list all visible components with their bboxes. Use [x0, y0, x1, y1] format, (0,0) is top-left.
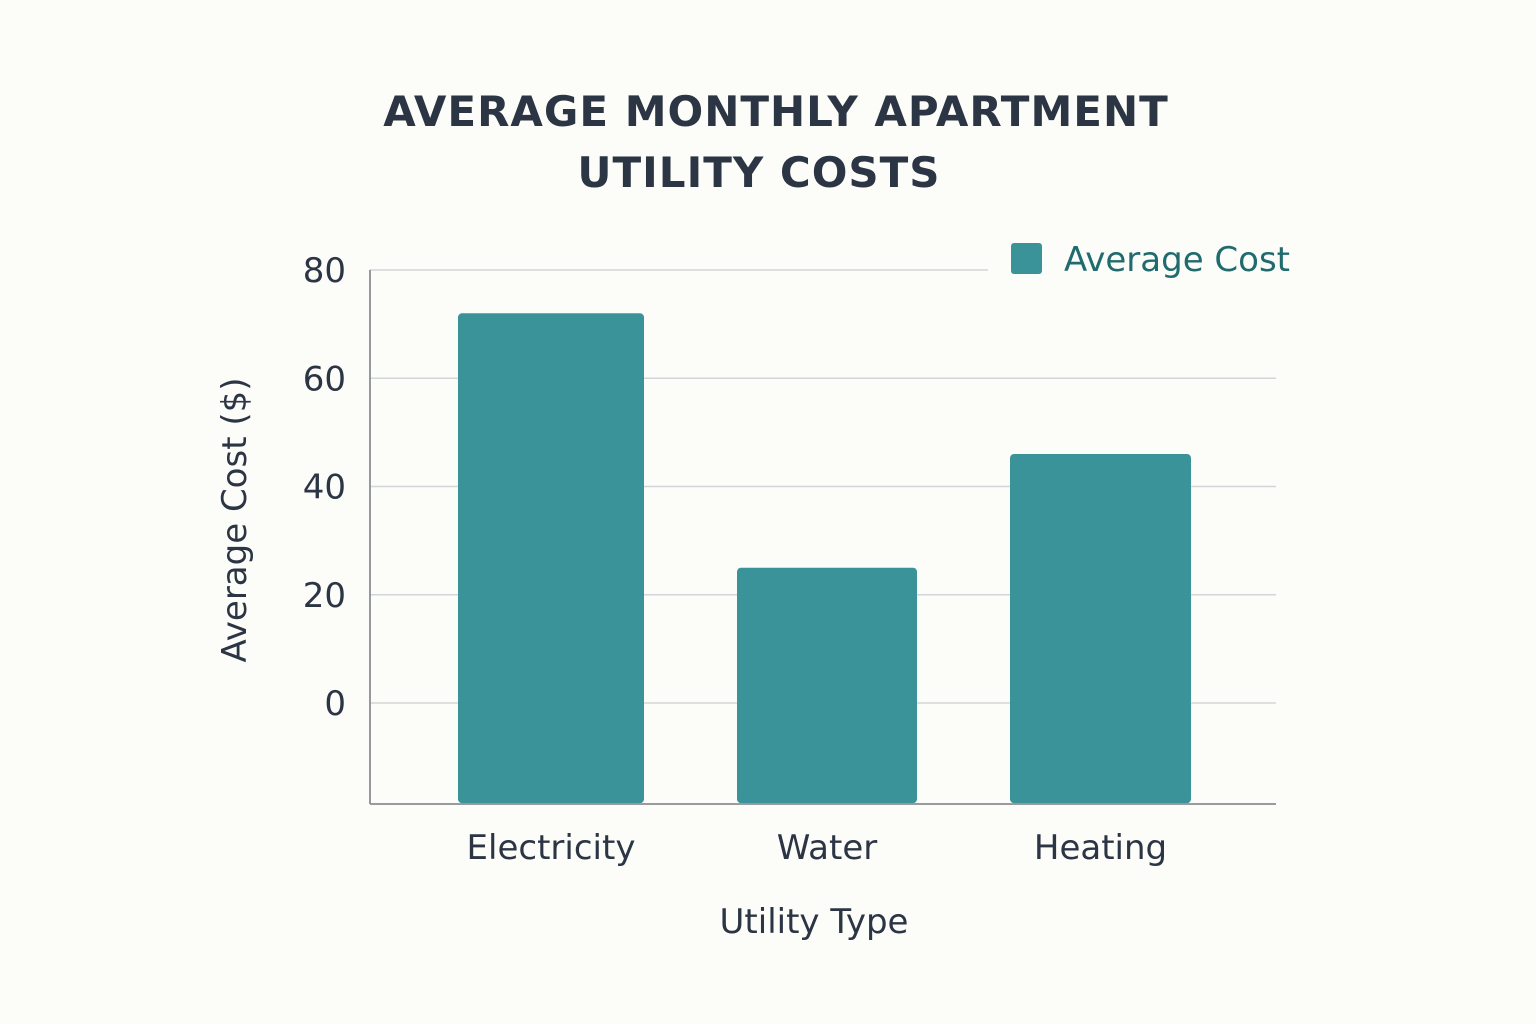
- y-tick-label-60: 60: [303, 359, 346, 399]
- bar-electricity: [458, 313, 644, 804]
- y-tick-labels: 0 20 40 60 80: [303, 251, 346, 724]
- x-tick-label-water: Water: [777, 828, 878, 868]
- legend-label: Average Cost: [1064, 240, 1290, 280]
- x-tick-label-heating: Heating: [1034, 828, 1167, 868]
- bar-water: [737, 567, 917, 804]
- x-axis-label: Utility Type: [720, 902, 909, 942]
- y-axis-label: Average Cost ($): [215, 378, 255, 663]
- y-tick-label-20: 20: [303, 576, 346, 616]
- y-tick-label-80: 80: [303, 251, 346, 291]
- bars: [458, 313, 1191, 804]
- x-tick-labels: Electricity Water Heating: [467, 828, 1168, 868]
- chart-title-line-2: UTILITY COSTS: [577, 148, 940, 197]
- x-tick-label-electricity: Electricity: [467, 828, 636, 868]
- bar-heating: [1010, 454, 1191, 804]
- y-tick-label-0: 0: [324, 684, 346, 724]
- legend: Average Cost: [1011, 240, 1290, 280]
- chart-title-line-1: AVERAGE MONTHLY APARTMENT: [383, 87, 1169, 136]
- legend-swatch: [1011, 243, 1042, 274]
- y-tick-label-40: 40: [303, 468, 346, 508]
